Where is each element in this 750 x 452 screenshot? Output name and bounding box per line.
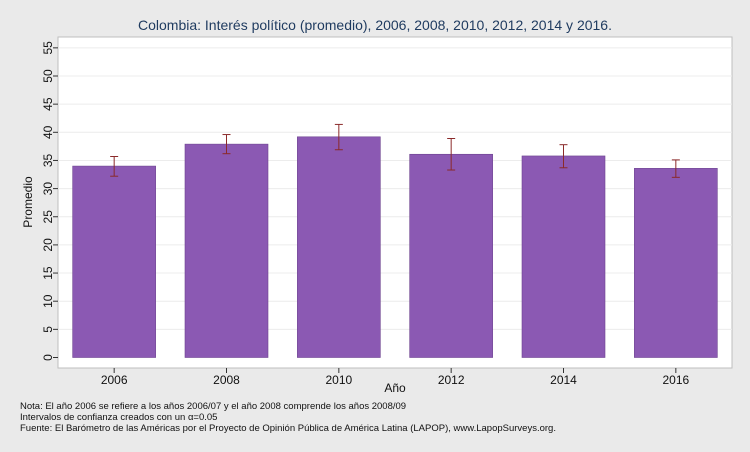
- y-tick-label: 5: [41, 326, 55, 333]
- y-tick-label: 35: [41, 153, 55, 167]
- x-tick-label: 2010: [325, 373, 352, 387]
- note-text: Nota: El año 2006 se refiere a los años …: [20, 401, 407, 412]
- bar: [521, 155, 606, 358]
- y-tick-label: 0: [41, 354, 55, 361]
- confidence-note: Intervalos de confianza creados con un α…: [20, 412, 218, 423]
- bar: [72, 165, 156, 358]
- bar: [409, 153, 493, 358]
- plot-area: [57, 36, 733, 369]
- y-tick-label: 30: [41, 182, 55, 196]
- x-tick-label: 2006: [101, 373, 128, 387]
- y-tick-label: 40: [41, 125, 55, 139]
- bar: [634, 168, 718, 358]
- y-tick-label: 15: [41, 266, 55, 280]
- x-tick-label: 2014: [550, 373, 577, 387]
- y-tick-label: 55: [41, 41, 55, 55]
- bar: [297, 136, 381, 358]
- x-axis-label: Año: [384, 381, 406, 395]
- y-tick-label: 50: [41, 69, 55, 83]
- y-tick-label: 25: [41, 210, 55, 224]
- y-tick-label: 20: [41, 238, 55, 252]
- source-note: Fuente: El Barómetro de las Américas por…: [20, 423, 556, 434]
- x-tick-label: 2012: [438, 373, 465, 387]
- bar-chart: 0 5 10 15 20 25 30 35 40 45 50 55 2006 2008 2010 2012 2…: [21, 36, 733, 395]
- x-tick-label: 2016: [662, 373, 689, 387]
- chart-title: Colombia: Interés político (promedio), 2…: [138, 17, 612, 33]
- y-tick-label: 45: [41, 97, 55, 111]
- x-tick-label: 2008: [213, 373, 240, 387]
- y-tick-label: 10: [41, 294, 55, 308]
- y-axis-label: Promedio: [21, 176, 35, 228]
- bar: [184, 143, 269, 358]
